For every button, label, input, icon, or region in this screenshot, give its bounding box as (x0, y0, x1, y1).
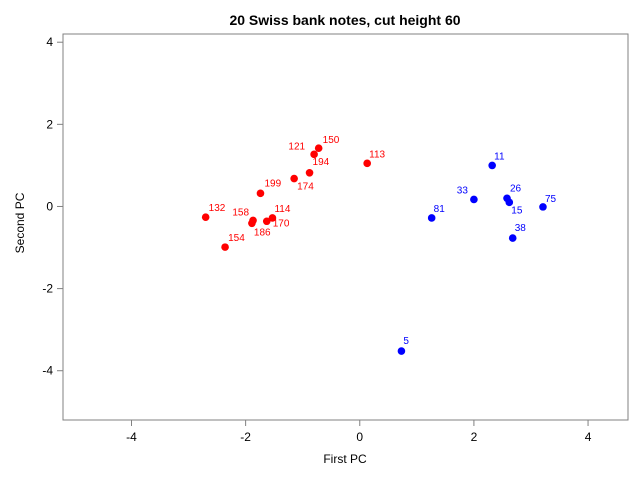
data-point (363, 159, 371, 168)
data-point-label: 158 (232, 207, 249, 218)
y-tick-label: 4 (46, 35, 53, 49)
data-point (539, 203, 547, 211)
x-axis-label: First PC (323, 452, 367, 466)
y-axis-label: Second PC (13, 192, 27, 253)
x-tick-label: -2 (240, 430, 251, 444)
data-point (201, 213, 210, 221)
data-point (488, 161, 496, 170)
data-point-label: 15 (511, 205, 523, 216)
x-tick-label: 0 (356, 430, 363, 444)
data-point (310, 150, 318, 159)
plot-frame (62, 33, 629, 421)
data-point (397, 347, 406, 355)
data-point-label: 113 (369, 149, 385, 160)
y-tick-label: -2 (42, 282, 53, 296)
data-point (427, 214, 436, 222)
data-point (268, 214, 277, 222)
data-point (248, 219, 256, 228)
data-point (314, 144, 323, 152)
y-tick-label: -4 (42, 364, 53, 378)
data-point-label: 81 (434, 204, 446, 215)
data-point-label: 170 (273, 218, 290, 229)
data-point-label: 121 (288, 141, 305, 152)
data-point-label: 194 (313, 157, 330, 168)
x-tick-label: -4 (126, 430, 137, 444)
x-tick-label: 4 (585, 430, 592, 444)
data-point (305, 168, 314, 177)
data-point-label: 150 (323, 135, 340, 146)
data-point-label: 75 (545, 194, 557, 205)
data-point-label: 11 (494, 151, 505, 162)
data-point (221, 243, 229, 251)
data-point-label: 114 (274, 204, 290, 215)
data-point-label: 132 (209, 203, 226, 214)
data-point-label: 38 (515, 223, 527, 234)
y-tick-label: 2 (46, 117, 53, 131)
data-point (262, 217, 271, 226)
data-point-label: 199 (264, 178, 281, 189)
data-point-label: 5 (403, 336, 409, 347)
data-point (508, 234, 517, 242)
data-point (470, 195, 478, 204)
data-point-label: 186 (254, 227, 271, 238)
data-point-label: 174 (297, 182, 314, 193)
data-point-label: 154 (228, 233, 245, 244)
data-point (290, 174, 298, 183)
x-tick-label: 2 (471, 430, 478, 444)
data-point-label: 26 (510, 183, 522, 194)
data-point (505, 198, 514, 207)
data-point (256, 189, 265, 198)
data-point-label: 33 (457, 185, 469, 196)
chart-title: 20 Swiss bank notes, cut height 60 (229, 12, 460, 28)
y-tick-label: 0 (46, 199, 53, 213)
